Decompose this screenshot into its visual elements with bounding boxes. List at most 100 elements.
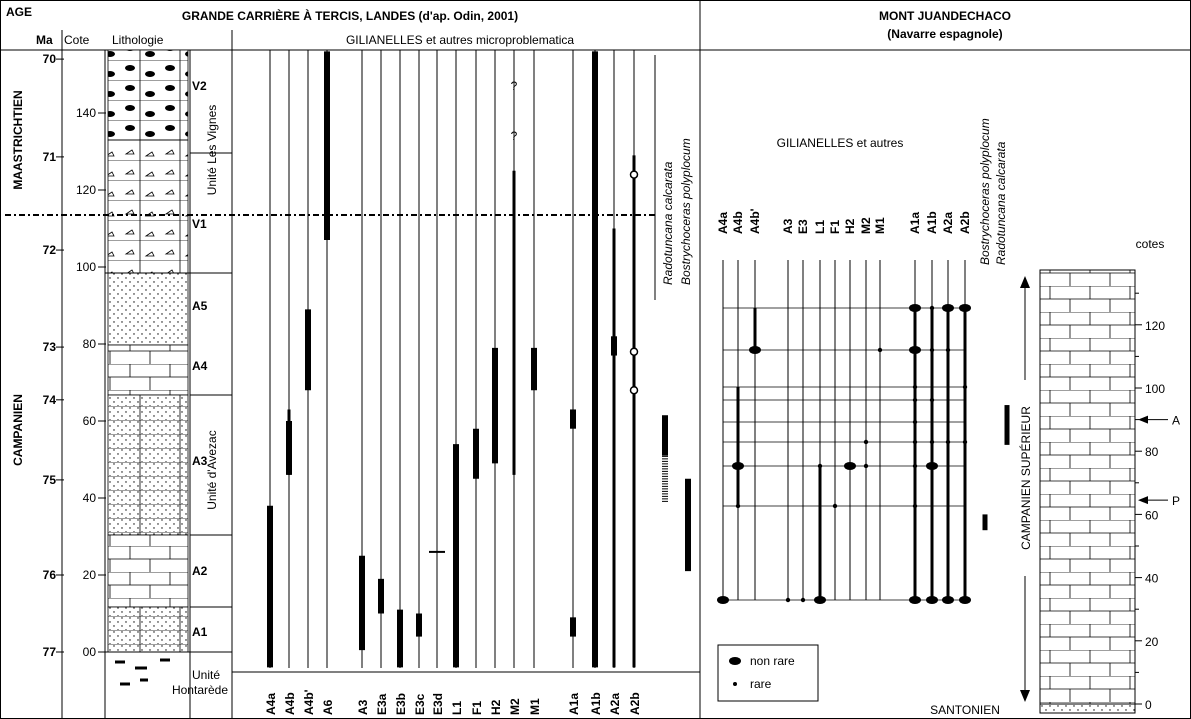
taxon-label: A2a (941, 212, 955, 234)
figure: AGE Ma Cote Lithologie GRANDE CARRIÈRE À… (0, 0, 1191, 719)
stage: MAASTRICHTIEN (11, 90, 25, 189)
member: V1 (192, 217, 207, 231)
ma-header: Ma (36, 33, 53, 47)
occurrence (913, 420, 917, 424)
taxon-label: E3c (413, 693, 427, 715)
cote-label: 60 (1145, 508, 1159, 522)
unit-label: Unité Les Vignes (205, 105, 219, 196)
occurrence (913, 504, 917, 508)
occurrence (878, 348, 882, 352)
taxon-circle (631, 171, 638, 178)
cote-label: 100 (1145, 382, 1165, 396)
arrow-head (1138, 416, 1148, 424)
cote-label: cotes (1136, 237, 1165, 251)
species-label: Bostrychoceras polyplocum (978, 118, 992, 265)
member: A3 (192, 454, 208, 468)
age-label: 71 (43, 150, 57, 164)
right-subtitle: (Navarre espagnole) (887, 27, 1002, 41)
query-mark: ? (511, 79, 518, 93)
level-label: P (1172, 494, 1180, 508)
member: A1 (192, 625, 208, 639)
occurrence (909, 304, 921, 312)
taxon-label: A4b' (748, 208, 762, 234)
taxon-label: A6 (321, 699, 335, 715)
occurrence (736, 504, 740, 508)
taxon-label: A1a (567, 693, 581, 715)
group-label: GILIANELLES et autres (777, 136, 904, 150)
cote-label: 80 (83, 337, 97, 351)
taxon-label: A1a (908, 212, 922, 234)
age-label: 77 (43, 645, 57, 659)
occurrence (732, 462, 744, 470)
occurrence (959, 304, 971, 312)
species-label: Radotuncana calcarata (994, 141, 1008, 265)
litho-header: Lithologie (112, 33, 164, 47)
occurrence (909, 346, 921, 354)
base-label: SANTONIEN (930, 703, 1000, 717)
occurrence (946, 440, 950, 444)
cote-label: 40 (83, 491, 97, 505)
legend-label: non rare (750, 654, 795, 668)
cote-label: 120 (76, 183, 96, 197)
occurrence (926, 462, 938, 470)
taxon-label: E3d (431, 693, 445, 715)
occurrence (913, 440, 917, 444)
cote-header: Cote (64, 33, 90, 47)
left-title: GRANDE CARRIÈRE À TERCIS, LANDES (d'ap. … (182, 8, 518, 23)
age-label: 73 (43, 340, 57, 354)
age-label: 74 (43, 393, 57, 407)
occurrence (963, 385, 967, 389)
taxon-label: A4b' (302, 689, 316, 715)
taxon-label: A2b (628, 692, 642, 715)
taxon-label: E3b (394, 693, 408, 715)
taxon-circle (631, 387, 638, 394)
cote-label: 80 (1145, 445, 1159, 459)
occurrence (786, 598, 790, 602)
lithology (108, 50, 188, 684)
taxon-label: M2 (508, 698, 522, 715)
occurrence (913, 385, 917, 389)
occurrence (930, 398, 934, 402)
occurrence (930, 348, 934, 352)
cote-label: 40 (1145, 572, 1159, 586)
taxon-label: H2 (843, 218, 857, 234)
occurrence (814, 596, 826, 604)
taxon-label: F1 (828, 220, 842, 234)
member: A4 (192, 359, 208, 373)
taxon-label: A4b (731, 211, 745, 234)
taxon-label: E3a (375, 693, 389, 715)
left-subtitle: GILIANELLES et autres microproblematica (346, 33, 574, 47)
occurrence (818, 464, 822, 468)
age-label: 76 (43, 568, 57, 582)
occurrence (946, 348, 950, 352)
taxon-label: L1 (813, 220, 827, 234)
column (1040, 270, 1135, 704)
occurrence (833, 504, 837, 508)
cote-label: 0 (1145, 698, 1152, 712)
legend-label: rare (750, 677, 772, 691)
occurrence (801, 598, 805, 602)
cote-label: 20 (1145, 635, 1159, 649)
occurrence (930, 440, 934, 444)
taxon-label: L1 (450, 701, 464, 715)
age-label: 75 (43, 473, 57, 487)
cote-label: 20 (83, 568, 97, 582)
stage: CAMPANIEN (11, 394, 25, 466)
occurrence (913, 398, 917, 402)
query-mark: ? (511, 129, 518, 143)
right-title: MONT JUANDECHACO (879, 9, 1011, 23)
taxon-label: E3 (796, 219, 810, 234)
cote-label: 00 (83, 645, 97, 659)
taxon-label: H2 (489, 699, 503, 715)
unit-label: Hontarède (172, 683, 228, 697)
taxon-label: A1b (925, 211, 939, 234)
occurrence (942, 596, 954, 604)
member: A5 (192, 299, 208, 313)
occurrence (942, 304, 954, 312)
unit-label: Unité d'Avezac (205, 430, 219, 509)
taxon-label: F1 (470, 701, 484, 715)
occurrence (844, 462, 856, 470)
taxon-circle (631, 348, 638, 355)
taxon-label: A3 (781, 218, 795, 234)
occurrence (930, 306, 934, 310)
